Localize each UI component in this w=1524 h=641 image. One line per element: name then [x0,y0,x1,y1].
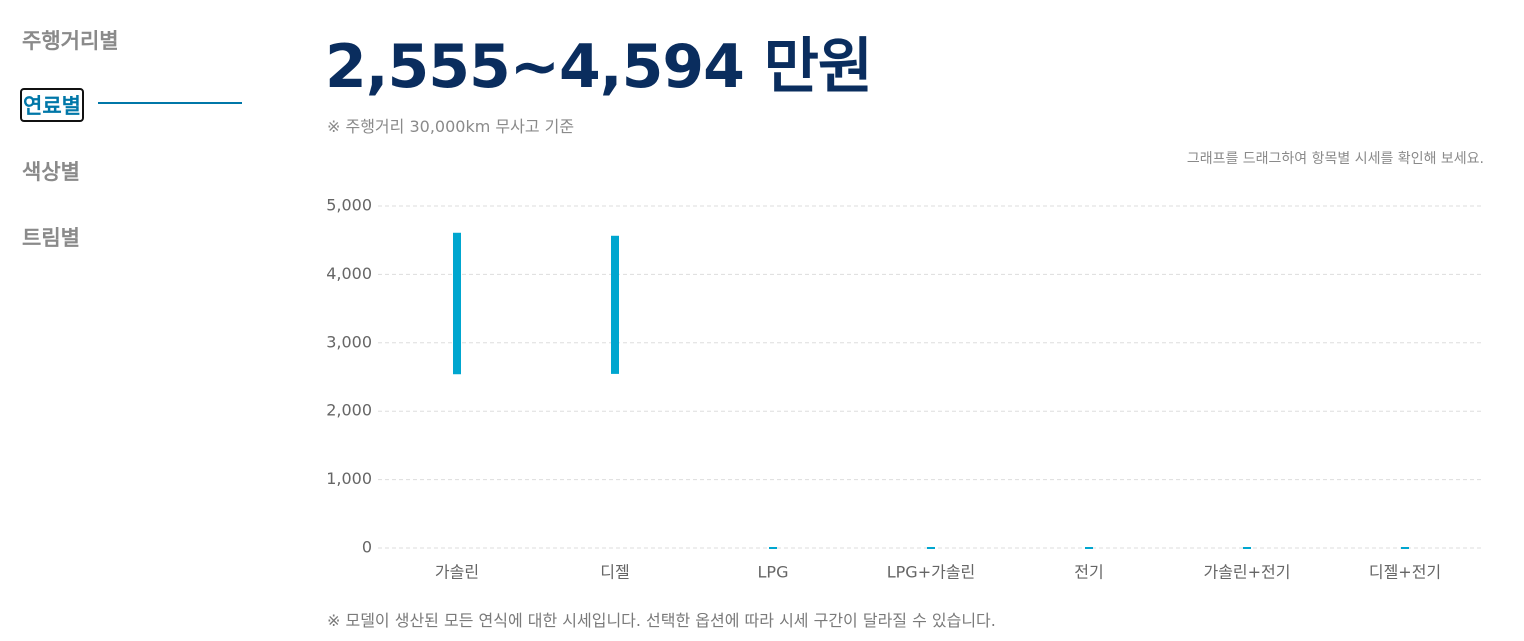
y-tick-label: 3,000 [326,332,372,351]
x-tick-label: LPG [758,563,789,582]
x-tick-label: 가솔린+전기 [1203,563,1290,582]
chart-hint: 그래프를 드래그하여 항목별 시세를 확인해 보세요. [1186,151,1484,167]
x-tick-label: 디젤+전기 [1369,563,1441,582]
x-tick-label: 디젤 [600,563,629,582]
x-tick-label: 전기 [1074,563,1103,582]
nav-item-active[interactable]: 연료별 [20,88,84,122]
x-tick-label: 가솔린 [435,563,479,582]
range-bar [769,547,777,549]
price-range: 2,555~4,594 만원 [325,32,873,102]
range-bar [453,232,461,375]
y-tick-label: 5,000 [326,196,372,215]
nav-item[interactable]: 주행거리별 [22,29,119,53]
range-bar [927,547,935,549]
active-indicator [98,102,242,104]
x-tick-label: LPG+가솔린 [887,563,976,582]
nav-item[interactable]: 색상별 [22,160,80,184]
range-bar [1243,547,1251,549]
range-bar [1085,547,1093,549]
price-note: ※ 주행거리 30,000km 무사고 기준 [327,117,575,136]
y-tick-label: 1,000 [326,469,372,488]
nav-item[interactable]: 트림별 [22,226,80,250]
footnote: ※ 모델이 생산된 모든 연식에 대한 시세입니다. 선택한 옵션에 따라 시세… [327,611,996,630]
y-tick-label: 0 [362,538,372,557]
range-bar [1401,547,1409,549]
range-bar [611,235,619,374]
y-tick-label: 4,000 [326,264,372,283]
y-tick-label: 2,000 [326,401,372,420]
